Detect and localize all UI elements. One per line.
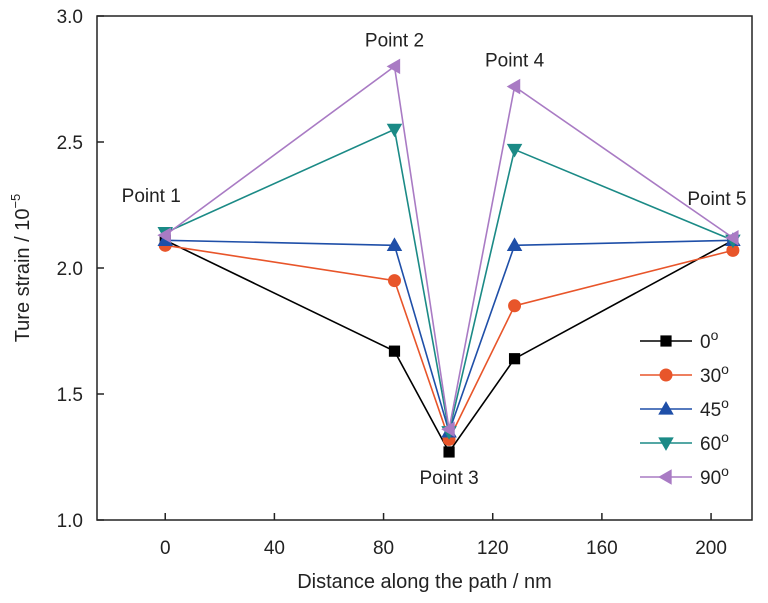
data-point <box>386 123 403 138</box>
legend-label-degree: o <box>721 361 729 377</box>
data-point <box>157 227 171 244</box>
y-tick-label: 3.0 <box>57 7 83 28</box>
y-tick-label: 2.0 <box>57 259 83 280</box>
y-axis-title-main: Ture strain / 10 <box>12 209 34 343</box>
data-point <box>724 229 739 246</box>
data-point <box>508 353 521 365</box>
point-annotation: Point 5 <box>687 189 746 210</box>
data-point <box>386 58 401 75</box>
legend-marker <box>659 368 673 382</box>
data-point <box>387 274 401 288</box>
data-point <box>508 299 522 313</box>
axis-ticks: 0 40 80 120 160 200 1.0 1.5 2.0 2.5 3.0 <box>57 7 727 559</box>
legend-label-degree: o <box>721 463 729 479</box>
legend-marker <box>658 401 674 415</box>
point-annotation: Point 4 <box>485 51 545 72</box>
legend-label-degree: o <box>711 327 719 343</box>
data-point <box>443 446 455 458</box>
x-tick-label: 200 <box>695 538 727 559</box>
y-axis-title: Ture strain / 10−5 <box>8 194 34 343</box>
series-90 <box>157 58 739 438</box>
point-annotation: Point 2 <box>365 30 424 51</box>
annotation-layer: Point 1 Point 2 Point 3 Point 4 Point 5 <box>122 30 747 489</box>
y-tick-label: 1.5 <box>57 385 83 406</box>
legend-label-degree: o <box>721 395 729 411</box>
y-axis-title-exponent: −5 <box>8 194 23 209</box>
data-point <box>506 143 523 158</box>
legend-marker <box>658 437 674 451</box>
x-tick-label: 120 <box>477 538 509 559</box>
legend-item: 45o <box>640 395 729 421</box>
legend-marker <box>660 335 672 347</box>
point-annotation: Point 3 <box>419 468 478 489</box>
y-tick-label: 1.0 <box>57 511 83 532</box>
data-point <box>441 421 455 438</box>
x-axis-title: Distance along the path / nm <box>297 571 552 593</box>
data-point <box>386 237 403 251</box>
data-point <box>506 78 521 95</box>
point-annotation: Point 1 <box>122 186 181 207</box>
x-tick-label: 0 <box>160 538 171 559</box>
x-tick-label: 80 <box>373 538 394 559</box>
x-tick-label: 40 <box>264 538 285 559</box>
x-tick-label: 160 <box>586 538 618 559</box>
legend-marker <box>658 469 672 485</box>
y-tick-label: 2.5 <box>57 133 83 154</box>
legend-label-degree: o <box>721 429 729 445</box>
data-point <box>506 237 523 251</box>
series-layer <box>157 58 741 458</box>
data-point <box>388 345 401 357</box>
